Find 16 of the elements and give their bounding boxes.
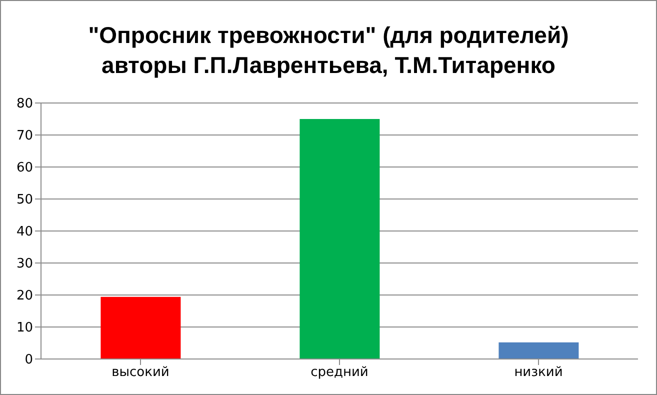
x-tick-label: средний [310, 365, 368, 380]
y-tick-label: 70 [16, 128, 33, 144]
x-tick-label: высокий [112, 365, 170, 380]
bar [300, 119, 380, 359]
y-tick-label: 10 [16, 320, 33, 336]
y-tick-label: 50 [16, 192, 33, 208]
y-tick-label: 30 [16, 256, 33, 272]
y-tick-label: 20 [16, 288, 33, 304]
y-tick-label: 40 [16, 224, 33, 240]
y-tick-label: 80 [16, 96, 33, 112]
y-tick-label: 60 [16, 160, 33, 176]
bar [498, 342, 579, 359]
chart-title: "Опросник тревожности" (для родителей) авторы Г.П.Лаврентьева, Т.М.Титаренко [87, 21, 570, 80]
x-tick-label: низкий [514, 365, 563, 380]
bar [100, 296, 181, 359]
y-tick-label: 0 [24, 352, 33, 368]
